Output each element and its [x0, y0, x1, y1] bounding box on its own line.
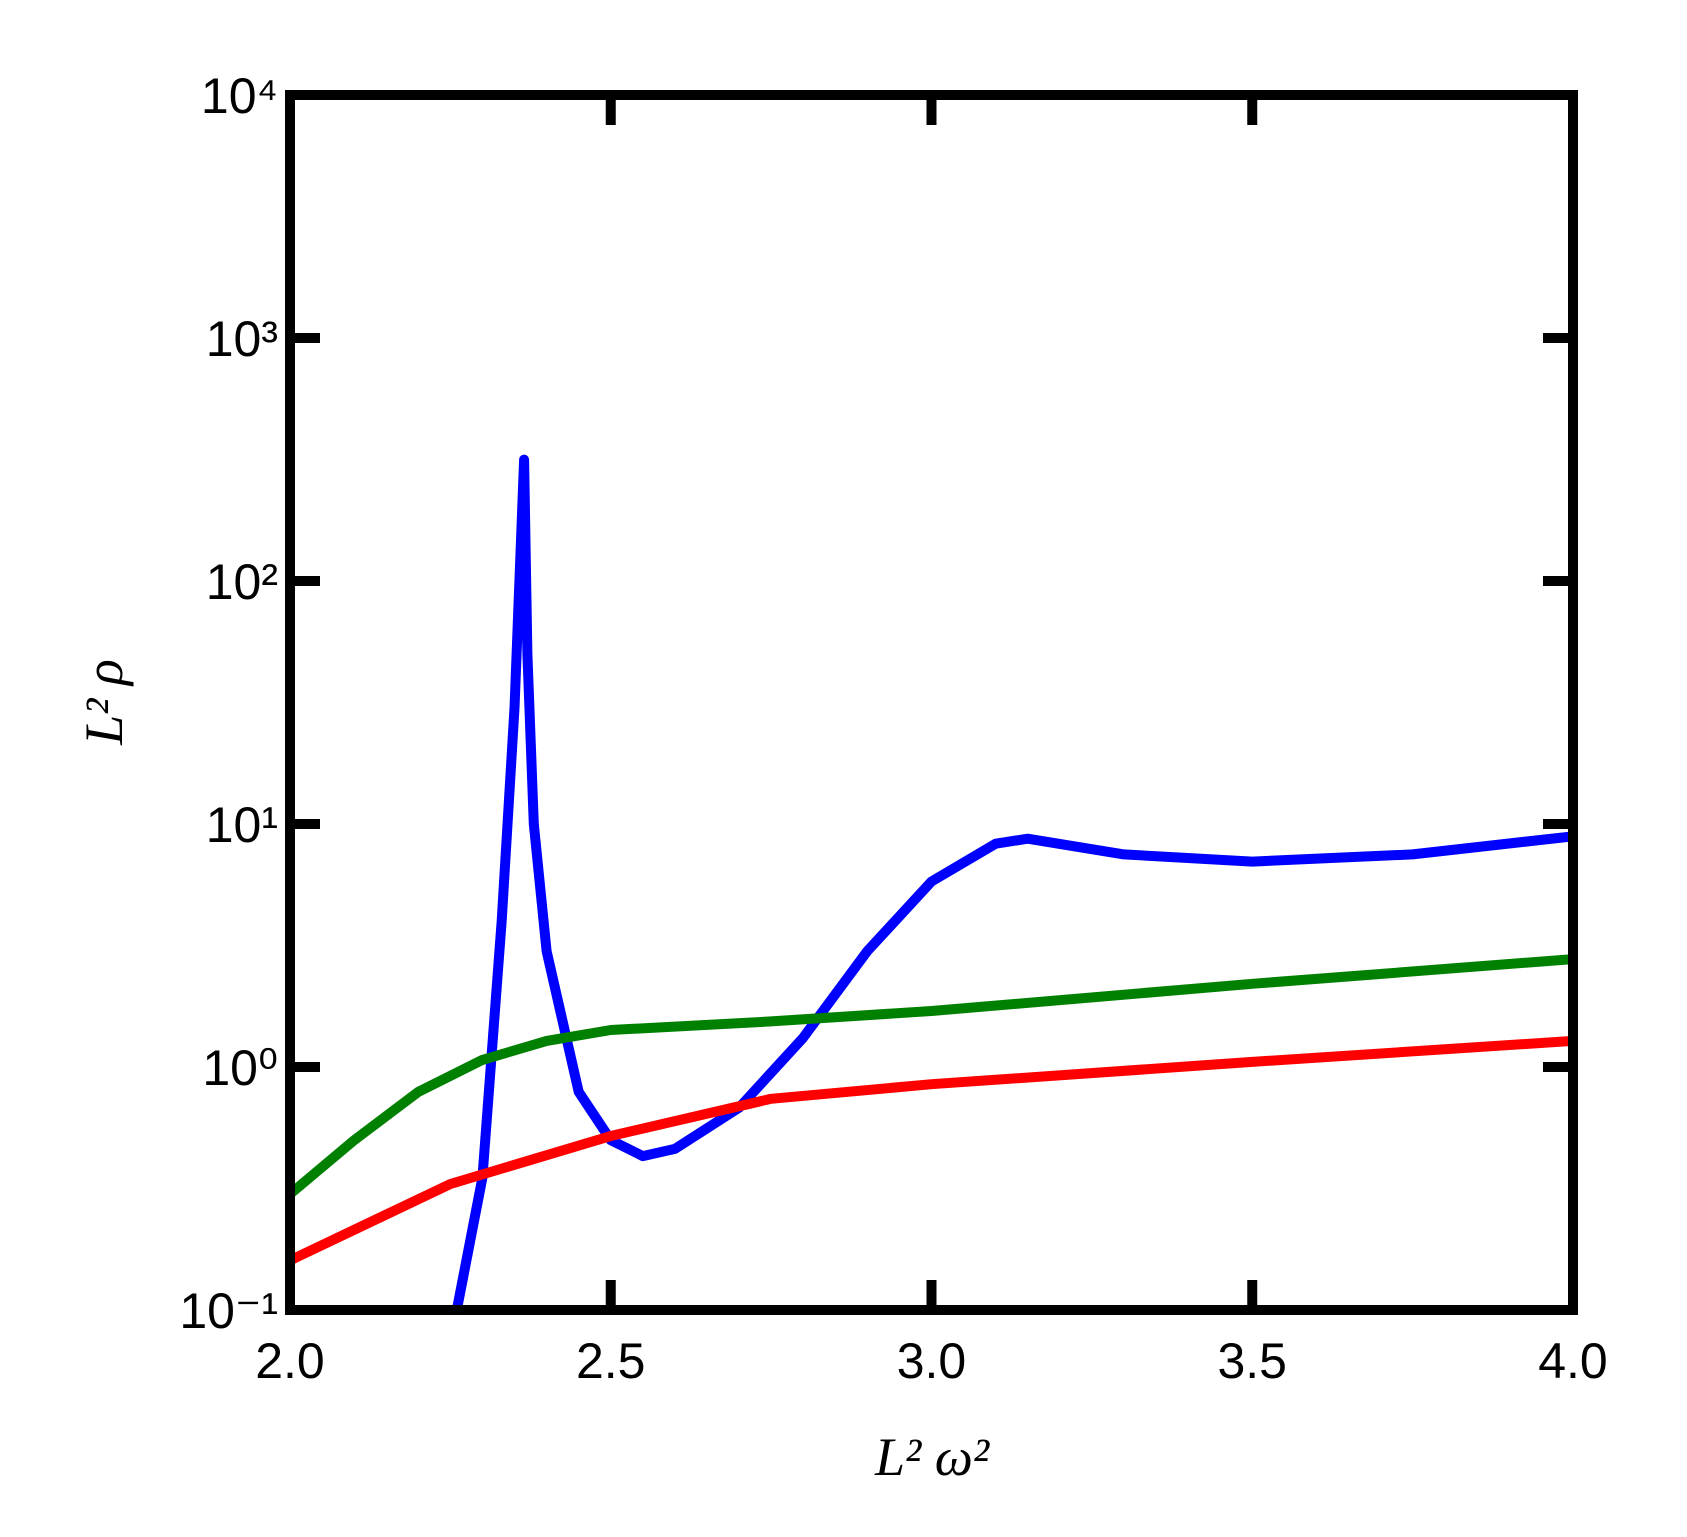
x-tick-label: 2.5 — [576, 1333, 646, 1389]
line — [290, 1035, 1573, 1265]
x-tick-label: 3.5 — [1217, 1333, 1287, 1389]
plot-frame — [285, 90, 1578, 1315]
y-tick-label: 10⁰ — [202, 1040, 278, 1096]
y-tick-label: 10² — [206, 554, 278, 610]
y-tick-label: 10⁻¹ — [179, 1283, 278, 1339]
y-tick-label: 10¹ — [206, 797, 278, 853]
x-tick-label: 3.0 — [897, 1333, 967, 1389]
line — [451, 454, 1573, 1310]
line — [290, 954, 1573, 1198]
x-axis-label: L² ω² — [874, 1427, 990, 1487]
x-tick-label: 4.0 — [1538, 1333, 1608, 1389]
x-tick-label: 2.0 — [255, 1333, 325, 1389]
y-tick-label: 10³ — [206, 311, 278, 367]
y-axis-label: L² ρ — [74, 659, 134, 746]
y-tick-label: 10⁴ — [201, 68, 278, 124]
